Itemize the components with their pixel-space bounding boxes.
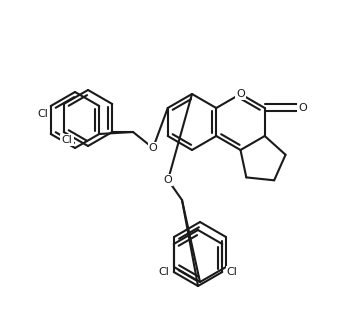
Text: O: O: [236, 89, 245, 99]
Text: Cl: Cl: [158, 267, 169, 277]
Text: Cl: Cl: [227, 267, 238, 277]
Text: Cl: Cl: [37, 109, 48, 119]
Text: Cl: Cl: [62, 135, 72, 145]
Text: O: O: [298, 103, 307, 113]
Text: O: O: [164, 175, 172, 185]
Text: O: O: [149, 143, 158, 153]
